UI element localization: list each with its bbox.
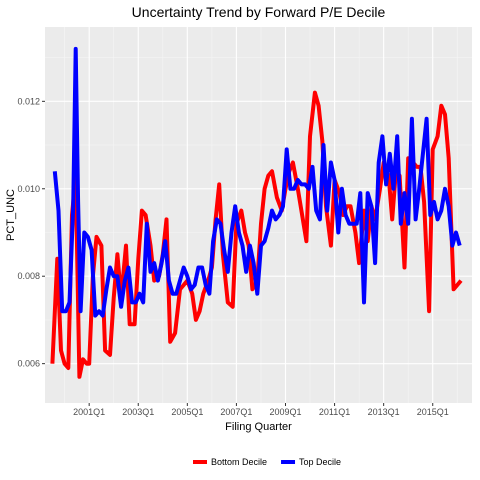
x-tick-label: 2003Q1	[122, 407, 154, 417]
legend-item: Top Decile	[281, 457, 341, 467]
x-tick-label: 2007Q1	[220, 407, 252, 417]
x-tick-label: 2011Q1	[319, 407, 350, 417]
x-axis-title: Filing Quarter	[225, 421, 292, 433]
y-tick-label: 0.006	[17, 359, 40, 369]
grid-major	[45, 27, 472, 403]
x-tick-label: 2005Q1	[171, 407, 203, 417]
chart-title: Uncertainty Trend by Forward P/E Decile	[132, 4, 386, 20]
x-tick-label: 2009Q1	[269, 407, 301, 417]
series-layer	[50, 46, 463, 379]
y-tick-label: 0.012	[17, 96, 40, 106]
legend-item: Bottom Decile	[193, 457, 267, 467]
x-axis: 2001Q1 2003Q1 2005Q1 2007Q1 2009Q1 2011Q1 2013…	[73, 403, 449, 417]
x-tick-label: 2013Q1	[368, 407, 400, 417]
y-axis: 0.006 0.008 0.010 0.012	[17, 96, 45, 369]
y-tick-label: 0.010	[17, 184, 40, 194]
x-tick-label: 2015Q1	[417, 407, 449, 417]
y-axis-title: PCT_UNC	[5, 189, 17, 241]
x-tick-label: 2001Q1	[73, 407, 105, 417]
y-tick-label: 0.008	[17, 271, 40, 281]
legend-label: Bottom Decile	[211, 457, 267, 467]
series-line-top-decile	[52, 46, 462, 318]
legend-label: Top Decile	[299, 457, 341, 467]
legend: Bottom Decile Top Decile	[193, 457, 341, 467]
